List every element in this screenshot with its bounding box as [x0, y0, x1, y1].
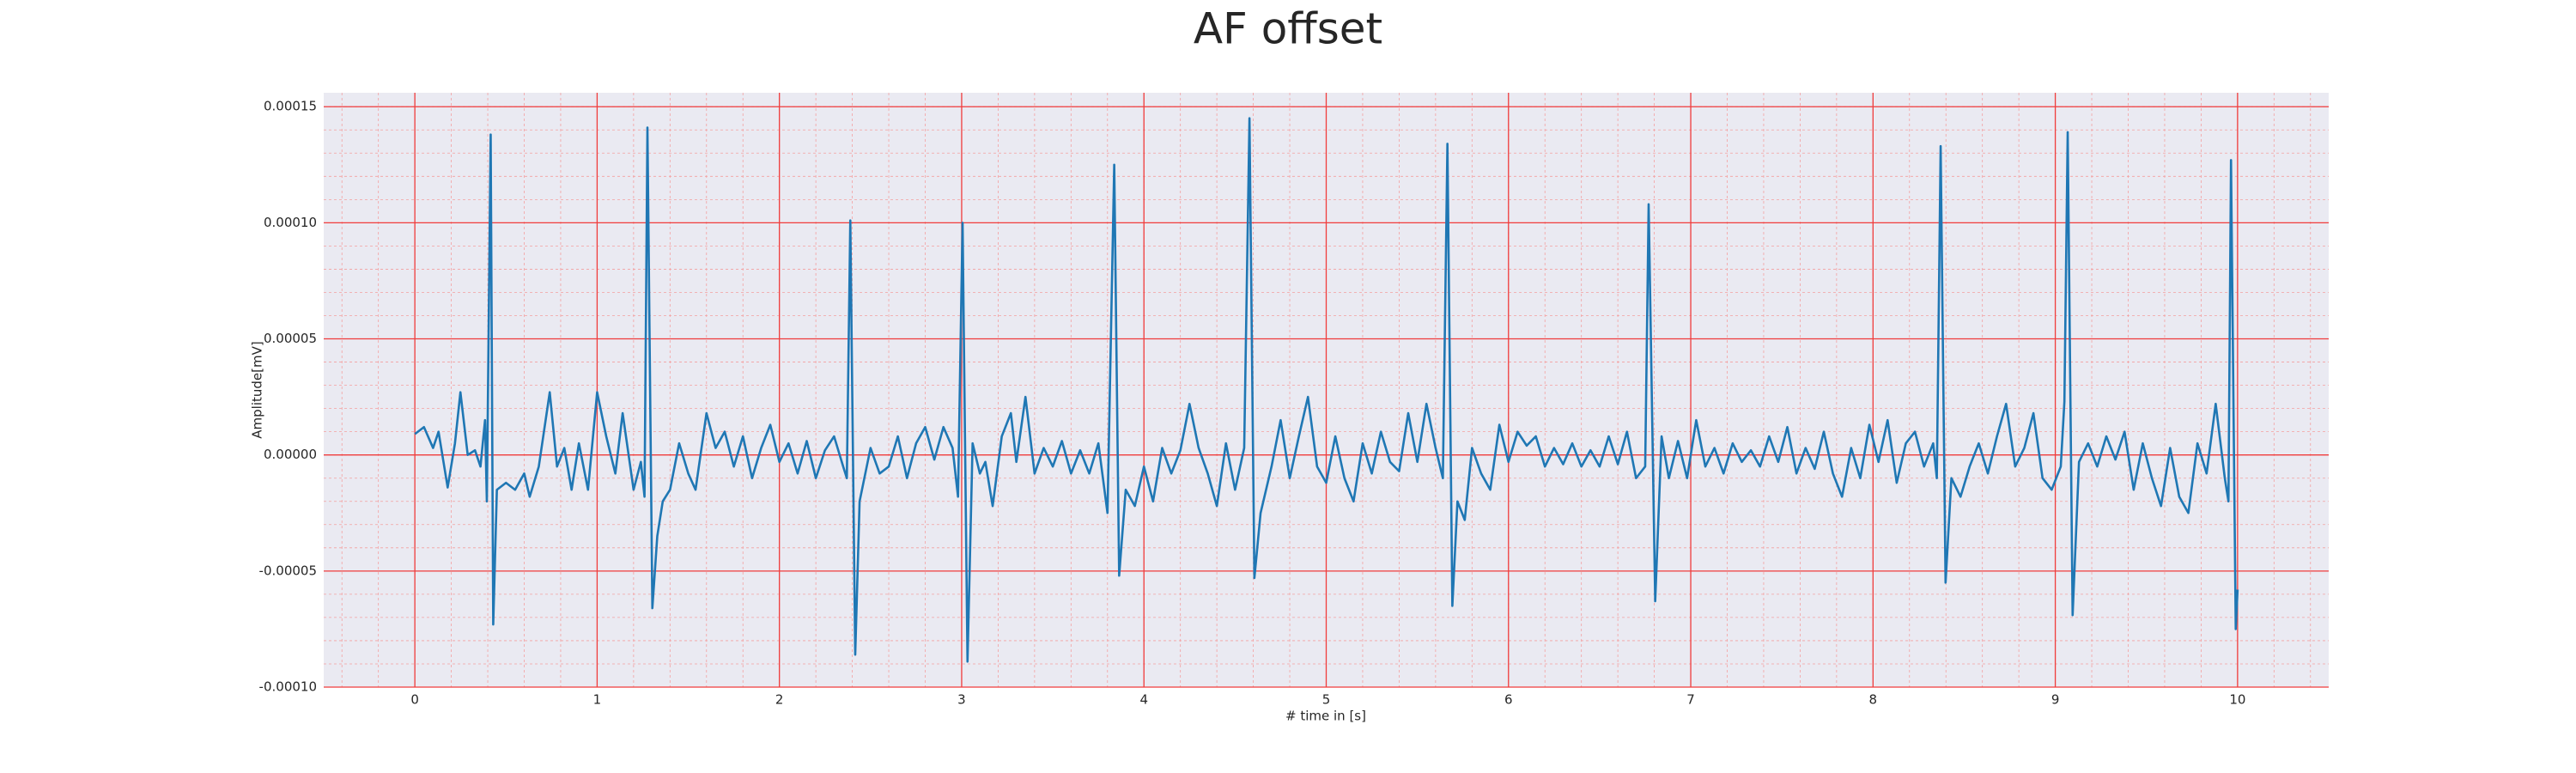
y-tick-label: 0.00010: [264, 215, 317, 230]
x-tick-label: 8: [1869, 692, 1878, 708]
y-tick-label: 0.00005: [264, 331, 317, 346]
line-series: [414, 117, 2239, 663]
x-tick-label: 10: [2229, 692, 2245, 708]
y-tick-label: -0.00005: [259, 563, 317, 578]
x-tick-label: 7: [1686, 692, 1695, 708]
x-tick-label: 0: [410, 692, 419, 708]
y-tick-label: 0.00000: [264, 447, 317, 462]
y-tick-label: 0.00015: [264, 99, 317, 114]
x-tick-label: 5: [1322, 692, 1331, 708]
x-tick-label: 1: [593, 692, 602, 708]
x-axis-label: # time in [s]: [1285, 709, 1366, 724]
y-tick-label: -0.00010: [259, 679, 317, 695]
x-tick-label: 2: [775, 692, 784, 708]
x-tick-label: 3: [957, 692, 966, 708]
x-tick-label: 9: [2051, 692, 2060, 708]
chart-title: AF offset: [1194, 4, 1382, 54]
x-tick-label: 6: [1504, 692, 1513, 708]
y-axis-label: Amplitude[mV]: [250, 341, 265, 438]
x-tick-label: 4: [1139, 692, 1148, 708]
